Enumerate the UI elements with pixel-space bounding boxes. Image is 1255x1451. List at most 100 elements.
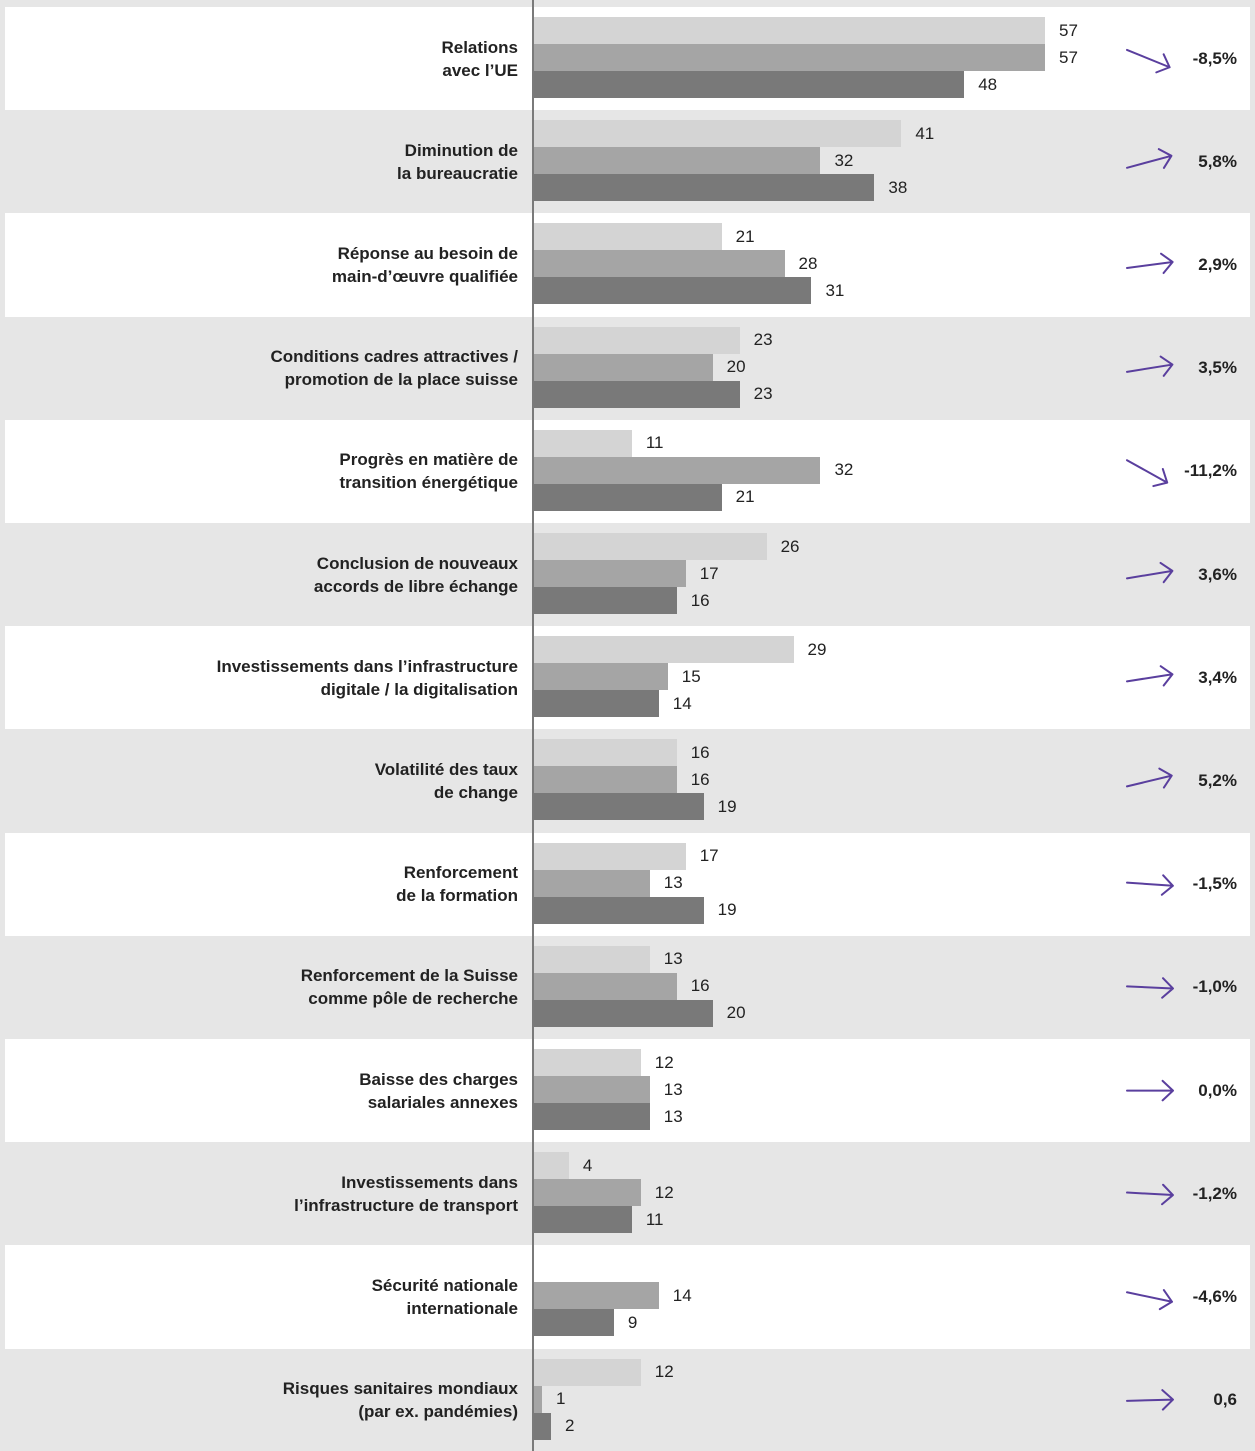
category-label: Diminution de la bureaucratie [397, 140, 518, 183]
trend-arrow [1126, 48, 1171, 74]
bar [533, 1412, 551, 1440]
value-label: 16 [690, 976, 710, 996]
bar [533, 429, 632, 457]
change-label: 5,2% [1198, 771, 1237, 790]
category-label: Conclusion de nouveaux accords de libre … [313, 553, 518, 596]
value-label: 11 [645, 1209, 664, 1229]
bar [533, 17, 1046, 44]
bar [533, 739, 677, 767]
value-label: 13 [663, 1106, 683, 1126]
value-label: 48 [978, 74, 998, 94]
change-label: -8,5% [1192, 48, 1237, 68]
value-label: 31 [825, 280, 845, 300]
bar [533, 1049, 641, 1076]
trend-arrow [1126, 874, 1174, 896]
value-label: 19 [717, 796, 737, 816]
bar [533, 120, 902, 148]
value-label: 11 [645, 433, 664, 453]
change-label: -11,2% [1184, 461, 1237, 481]
bar [533, 896, 704, 924]
bar [533, 945, 650, 973]
value-label: 1 [555, 1389, 566, 1409]
bar [533, 842, 686, 870]
value-label: 20 [726, 1003, 746, 1023]
bar [533, 690, 659, 718]
category-label: Conditions cadres attractives / promotio… [270, 347, 518, 390]
bar [533, 483, 722, 511]
change-label: 3,6% [1198, 564, 1237, 584]
bar [533, 353, 713, 381]
bar [533, 326, 740, 354]
trend-arrow [1126, 977, 1174, 999]
category-label: Réponse au besoin de main-d’œuvre qualif… [331, 244, 518, 286]
value-label: 28 [798, 253, 818, 273]
bar [533, 663, 668, 691]
change-label: -4,6% [1192, 1287, 1237, 1306]
trend-arrow [1126, 1289, 1173, 1311]
value-label: 15 [681, 666, 701, 686]
category-label: Renforcement de la formation [396, 863, 518, 906]
value-label: 17 [699, 563, 719, 583]
change-label: 3,4% [1198, 667, 1237, 687]
bar [533, 1282, 659, 1310]
category-label: Progrès en matière de transition énergét… [339, 450, 518, 493]
value-label: 32 [834, 150, 854, 170]
category-label: Risques sanitaires mondiaux (par ex. pan… [282, 1379, 518, 1422]
bar [533, 277, 812, 305]
category-label: Renforcement de la Suisse comme pôle de … [300, 966, 518, 1009]
value-label: 57 [1059, 47, 1078, 67]
change-label: 5,8% [1198, 151, 1237, 171]
bar [533, 147, 821, 175]
bar [533, 636, 794, 664]
trend-arrow [1126, 148, 1173, 169]
change-label: -1,2% [1192, 1183, 1237, 1203]
trend-arrow [1126, 665, 1174, 687]
category-label: Sécurité nationale internationale [371, 1276, 518, 1318]
change-label: -1,0% [1192, 977, 1237, 997]
bar [533, 1152, 569, 1180]
value-label: 17 [699, 846, 719, 866]
bar [533, 766, 677, 794]
bar [533, 587, 677, 614]
value-label: 32 [834, 460, 854, 480]
category-label: Investissements dans l’infrastructure di… [216, 656, 518, 699]
value-label: 13 [663, 873, 683, 893]
bar [533, 560, 686, 587]
bar [533, 1103, 650, 1130]
change-label: 2,9% [1198, 255, 1237, 274]
value-label: 12 [654, 1362, 674, 1382]
value-label: 20 [726, 357, 746, 377]
value-label: 16 [690, 742, 710, 762]
bar [533, 972, 677, 1000]
value-label: 29 [807, 639, 827, 659]
bar [533, 1358, 641, 1386]
value-label: 38 [888, 177, 908, 197]
value-label: 23 [753, 330, 773, 350]
bar [533, 999, 713, 1027]
bar [533, 1385, 542, 1413]
value-label: 12 [654, 1182, 674, 1202]
category-label: Volatilité des taux de change [374, 760, 518, 802]
value-label: 19 [717, 900, 737, 920]
bar [533, 456, 821, 484]
bar [533, 71, 965, 98]
value-label: 23 [753, 384, 773, 404]
value-label: 9 [627, 1312, 638, 1332]
value-label: 21 [735, 487, 755, 507]
bar [533, 174, 875, 202]
trend-arrow [1126, 561, 1174, 584]
trend-arrow [1126, 1079, 1174, 1102]
trend-arrow [1126, 459, 1169, 488]
category-label: Baisse des charges salariales annexes [359, 1069, 518, 1112]
value-label: 13 [663, 1079, 683, 1099]
value-label: 16 [690, 769, 710, 789]
change-label: -1,5% [1192, 874, 1237, 894]
bar [533, 250, 785, 278]
trend-arrow [1126, 355, 1174, 377]
bar [533, 533, 767, 560]
change-label: 3,5% [1198, 358, 1237, 378]
bar [533, 223, 722, 251]
bar [533, 793, 704, 821]
trend-arrow [1126, 1183, 1174, 1206]
